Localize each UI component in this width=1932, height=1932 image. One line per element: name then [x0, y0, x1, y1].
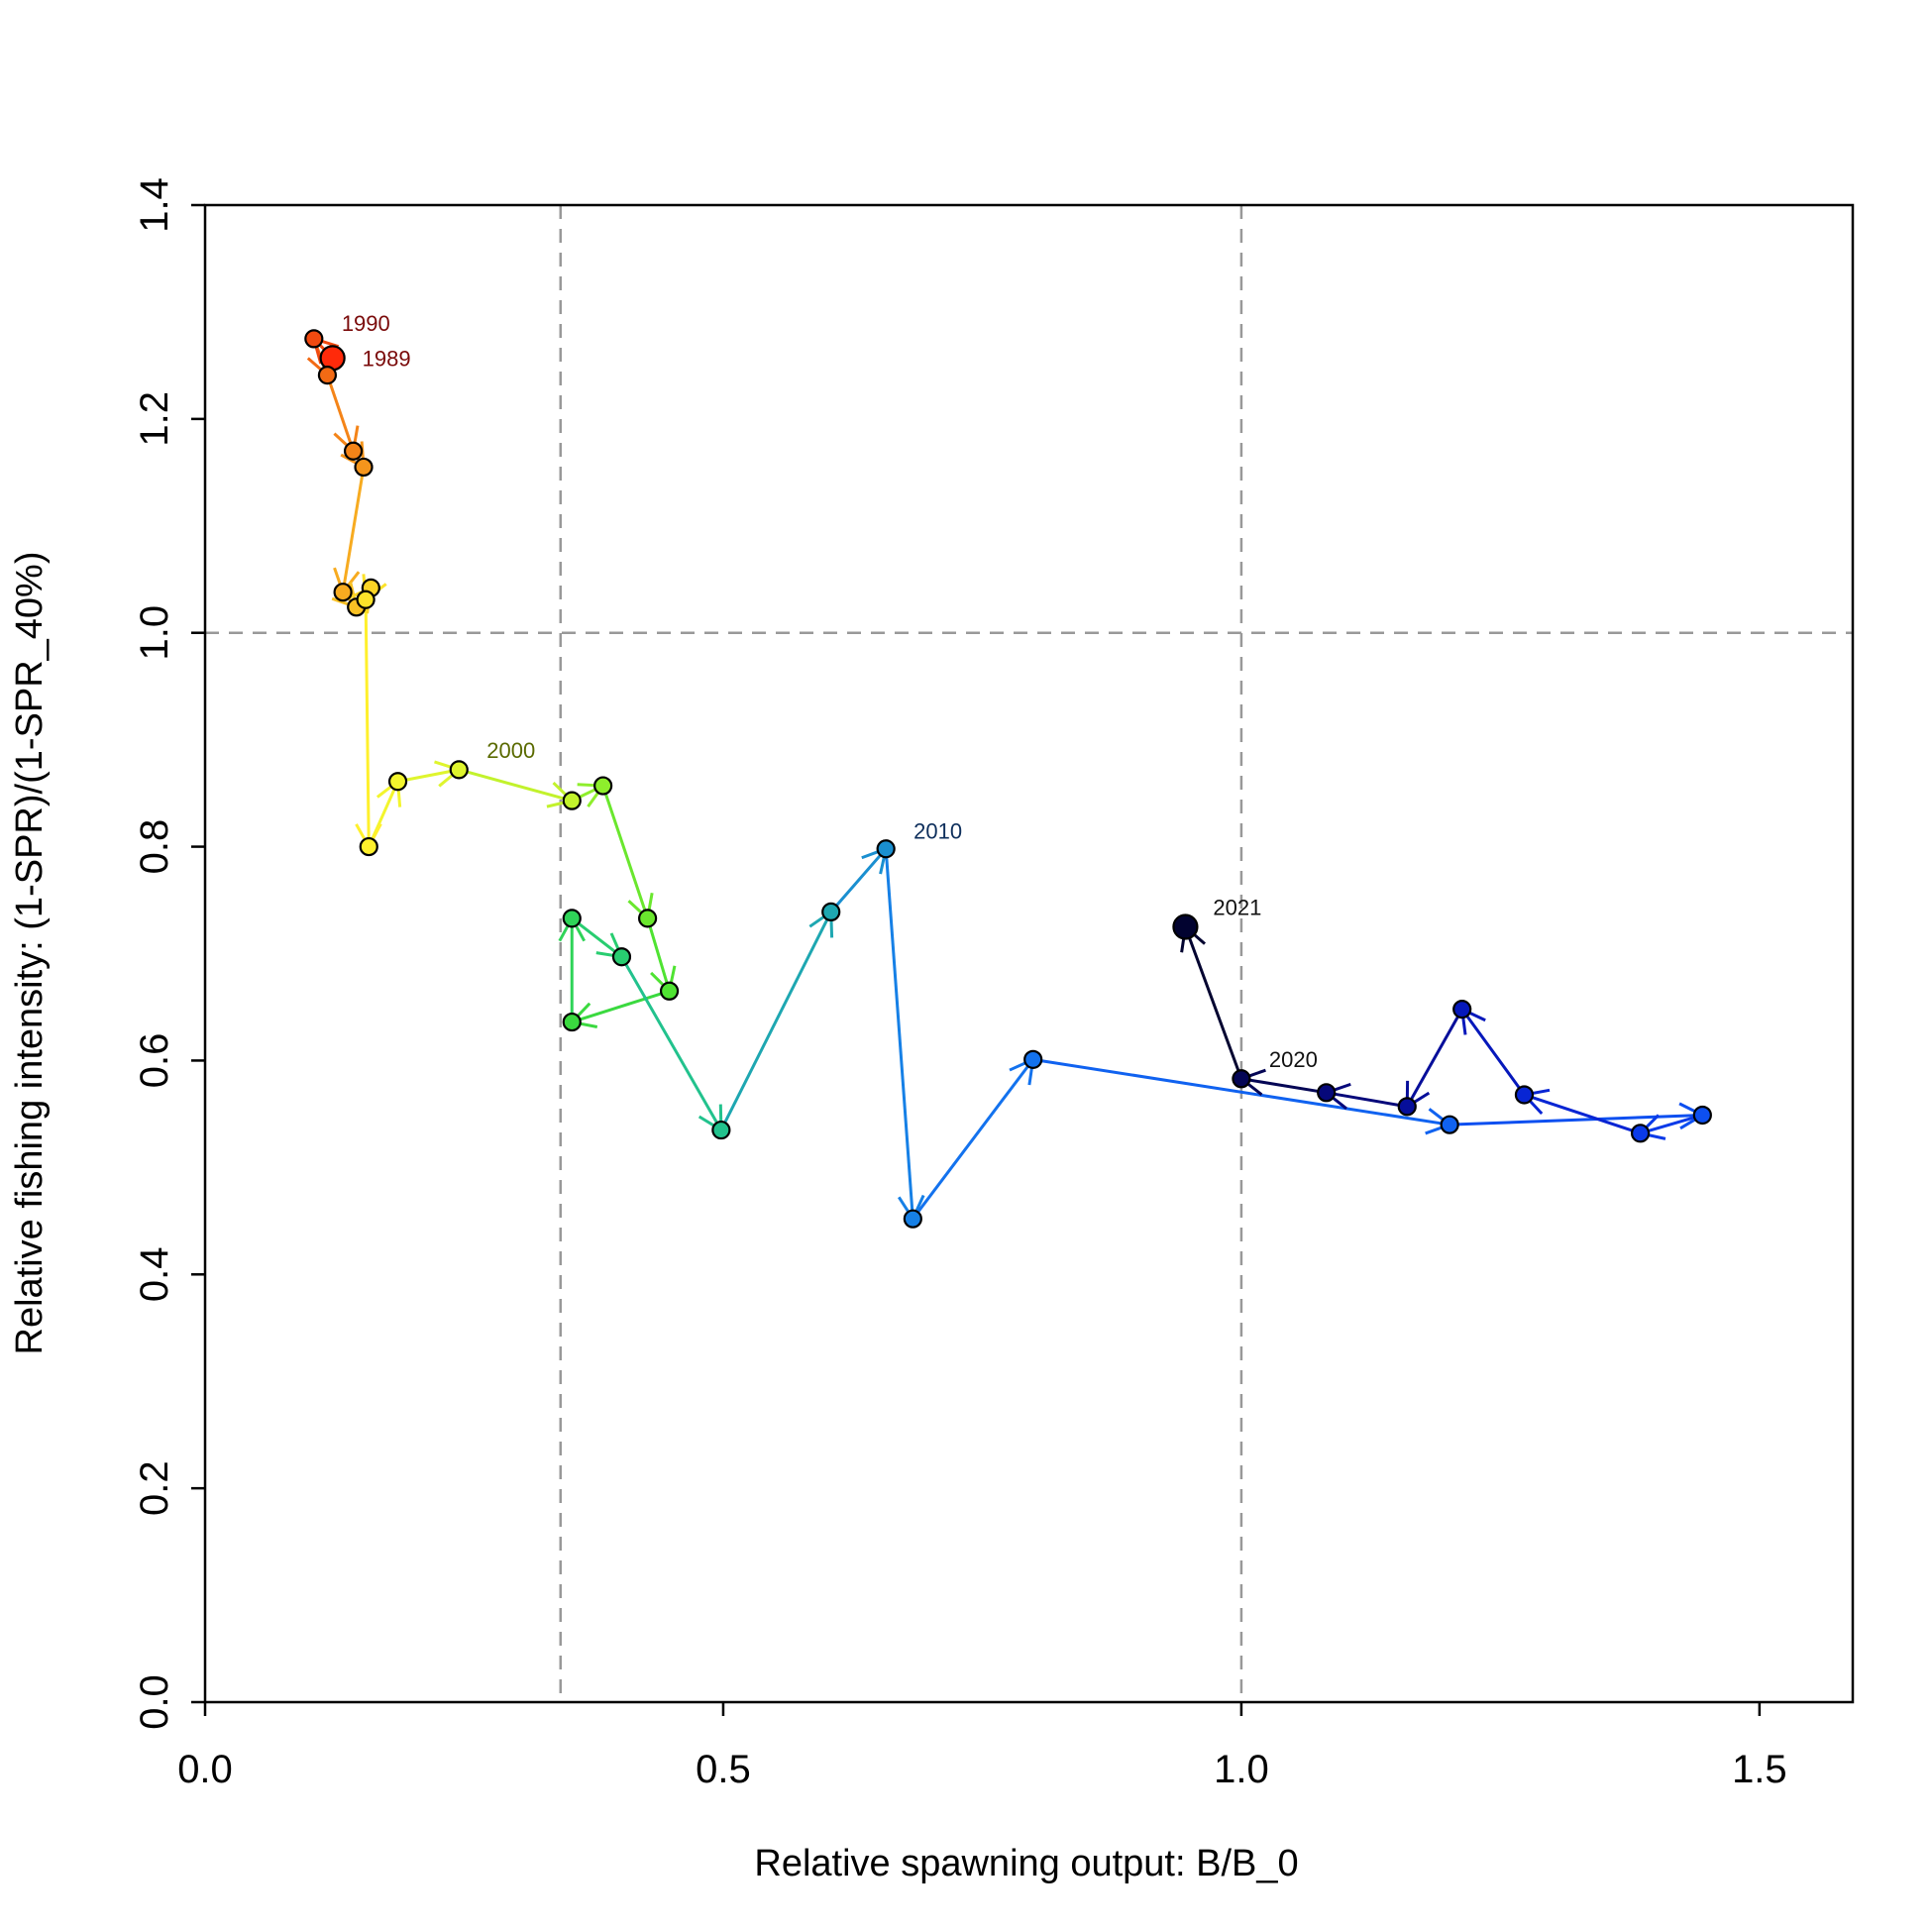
data-point-2016 [1514, 1085, 1535, 1105]
y-tick-label: 0.0 [133, 1674, 176, 1730]
y-axis: 0.0 0.2 0.4 0.6 0.8 1.0 1.2 1.4 [133, 177, 205, 1730]
trajectory-segment [364, 599, 371, 847]
trajectory-segment [1640, 1114, 1703, 1135]
data-point-1998 [359, 836, 378, 857]
data-point-1999 [387, 772, 408, 792]
trajectory-segments [312, 337, 1703, 1221]
data-point-2004 [659, 981, 680, 1001]
x-tick-label: 0.0 [177, 1748, 233, 1791]
data-point-2015 [1630, 1124, 1651, 1143]
data-point-1990 [304, 329, 324, 349]
x-axis-label: Relative spawning output: B/B_0 [754, 1843, 1298, 1884]
data-point-1993 [354, 457, 374, 478]
x-tick-label: 0.5 [696, 1748, 751, 1791]
data-point-2011 [903, 1209, 922, 1229]
trajectory-segment [1184, 925, 1243, 1080]
data-point-2017 [1452, 1000, 1472, 1020]
trajectory-segment [719, 911, 833, 1131]
trajectory-segment [601, 785, 650, 919]
trajectory-segment [829, 847, 888, 913]
plot-frame [203, 203, 1855, 1704]
data-point-2001 [562, 791, 582, 810]
data-point-2009 [821, 902, 841, 922]
data-point-2006 [562, 909, 582, 928]
x-tick-label: 1.5 [1732, 1748, 1787, 1791]
y-tick-label: 0.6 [133, 1033, 176, 1089]
reference-lines [205, 205, 1853, 1702]
trajectory-segment [397, 768, 460, 784]
data-points [304, 329, 1712, 1229]
trajectory-segment [1240, 1077, 1327, 1095]
data-point-1992 [343, 441, 364, 461]
year-labels: 1990 1989 2000 2010 2020 2021 [342, 311, 1318, 1072]
trajectory-segment [571, 989, 671, 1024]
data-point-1991 [317, 366, 338, 385]
y-tick-label: 0.8 [133, 819, 176, 875]
data-point-2021 [1172, 913, 1199, 940]
data-point-2014 [1692, 1105, 1712, 1126]
trajectory-segment [620, 955, 723, 1131]
trajectory-segment [1460, 1008, 1526, 1096]
year-label-2000: 2000 [486, 738, 535, 763]
trajectory-segment [884, 848, 914, 1220]
data-point-2013 [1440, 1115, 1459, 1134]
trajectory-segment [912, 1058, 1034, 1221]
y-tick-label: 1.2 [133, 391, 176, 447]
data-point-2018 [1397, 1097, 1417, 1117]
y-tick-label: 0.2 [133, 1460, 176, 1516]
trajectory-segment [341, 467, 366, 592]
trajectory-arrowheads [306, 336, 1706, 1223]
trajectory-segment [1326, 1091, 1408, 1109]
data-point-2008 [711, 1120, 731, 1140]
year-label-1990: 1990 [342, 311, 390, 336]
data-point-2000 [449, 760, 469, 780]
data-point-2007 [611, 947, 632, 967]
y-tick-label: 1.4 [133, 177, 176, 233]
trajectory-segment [1523, 1093, 1642, 1135]
data-point-1997 [356, 590, 376, 609]
data-point-2012 [1023, 1049, 1043, 1069]
y-tick-label: 0.4 [133, 1246, 176, 1302]
x-axis: 0.0 0.5 1.0 1.5 [177, 1702, 1787, 1791]
data-point-2002 [593, 776, 613, 796]
year-label-2010: 2010 [913, 819, 962, 844]
data-point-2020 [1232, 1069, 1251, 1089]
trajectory-segment [458, 768, 573, 803]
year-label-1989: 1989 [363, 346, 411, 371]
x-tick-label: 1.0 [1214, 1748, 1269, 1791]
trajectory-segment [1405, 1008, 1463, 1108]
data-point-2019 [1317, 1083, 1337, 1103]
trajectory-segment [1032, 1057, 1450, 1127]
trajectory-segment [646, 917, 672, 992]
y-tick-label: 1.0 [133, 605, 176, 661]
data-point-2005 [562, 1012, 582, 1032]
year-label-2020: 2020 [1269, 1047, 1318, 1072]
trajectory-segment [1449, 1113, 1703, 1127]
y-axis-label: Relative fishing intensity: (1-SPR)/(1-S… [9, 552, 51, 1355]
data-point-2010 [876, 839, 896, 859]
trajectory-segment [571, 916, 623, 958]
trajectory-segment [325, 375, 355, 452]
data-point-1994 [333, 583, 353, 602]
data-point-2003 [638, 909, 658, 928]
year-label-2021: 2021 [1213, 896, 1261, 920]
